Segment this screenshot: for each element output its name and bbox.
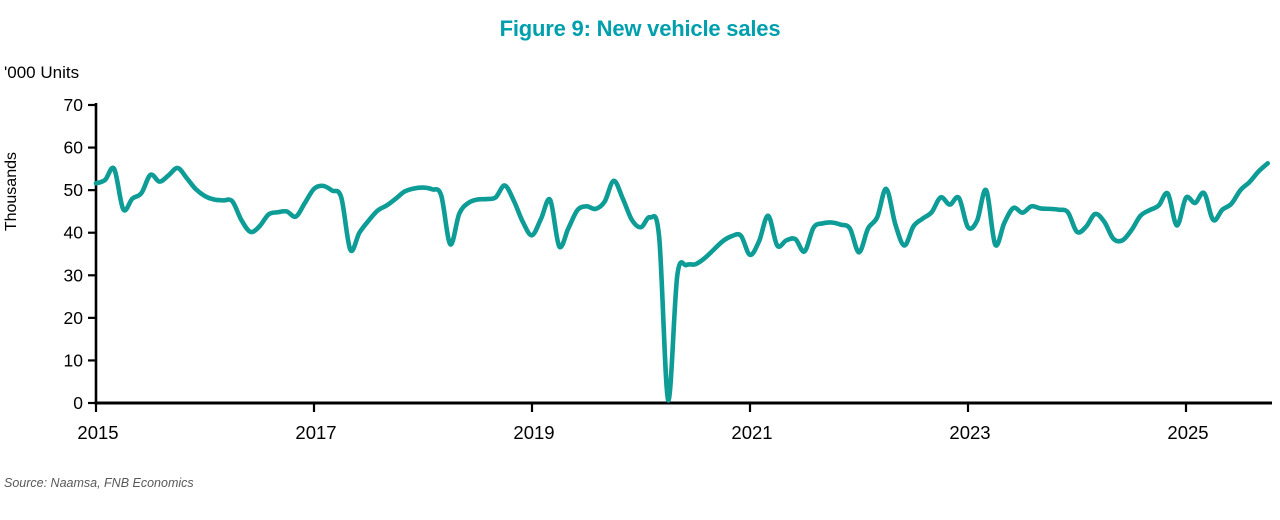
y-tick-label: 40 bbox=[64, 223, 84, 243]
source-note: Source: Naamsa, FNB Economics bbox=[4, 476, 194, 490]
x-tick-label: 2025 bbox=[1167, 422, 1208, 443]
y-tick-label: 70 bbox=[64, 95, 84, 115]
y-tick-label: 10 bbox=[64, 350, 84, 370]
y-axis-units-label: '000 Units bbox=[4, 63, 80, 82]
y-tick-label: 30 bbox=[64, 265, 84, 285]
x-tick-label: 2015 bbox=[77, 422, 118, 443]
x-tick-label: 2023 bbox=[949, 422, 990, 443]
x-tick-label: 2021 bbox=[731, 422, 772, 443]
x-tick-label: 2019 bbox=[513, 422, 554, 443]
chart-title: Figure 9: New vehicle sales bbox=[499, 16, 781, 41]
y-tick-label: 50 bbox=[64, 180, 84, 200]
y-tick-label: 0 bbox=[73, 393, 83, 413]
y-tick-label: 20 bbox=[64, 308, 84, 328]
y-tick-label: 60 bbox=[64, 138, 84, 158]
x-tick-label: 2017 bbox=[295, 422, 336, 443]
sales-line bbox=[93, 161, 1271, 403]
